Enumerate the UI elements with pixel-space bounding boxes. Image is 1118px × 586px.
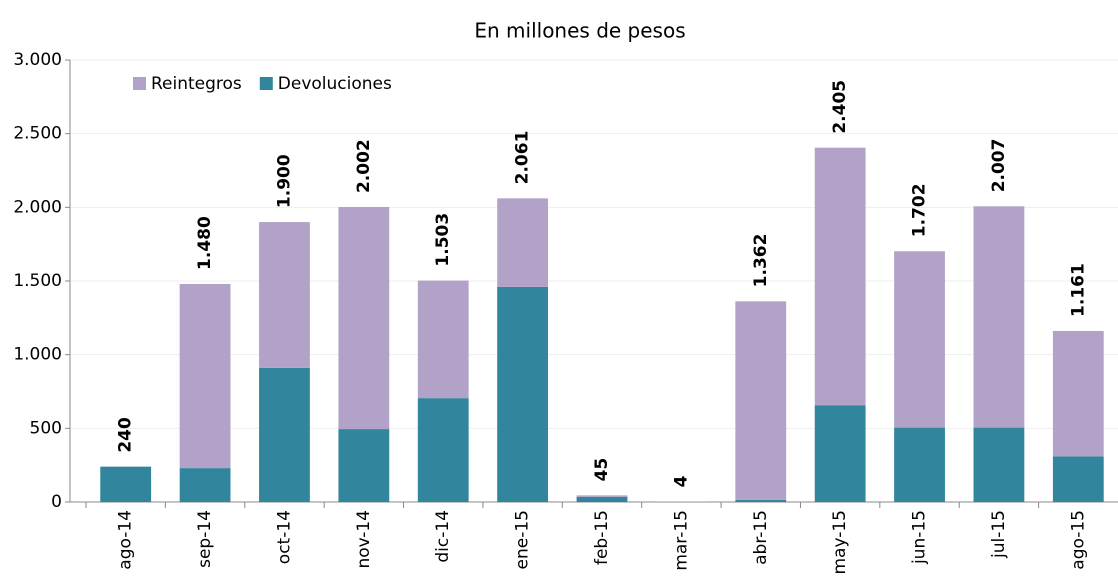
bar-segment	[259, 367, 310, 502]
bar-segment	[497, 198, 549, 287]
bar-segment	[100, 466, 152, 502]
x-tick-label: jun-15	[910, 510, 930, 565]
y-tick-label: 2.500	[13, 124, 62, 144]
y-tick-label: 500	[30, 418, 62, 438]
bar-segment	[655, 501, 707, 502]
x-tick-label: dic-14	[433, 510, 453, 563]
bar-segment	[894, 427, 945, 502]
total-label: 1.702	[910, 183, 930, 237]
bar-segment	[338, 429, 390, 502]
x-tick-label: abr-15	[751, 510, 771, 565]
y-tick-label: 1.000	[13, 345, 62, 365]
bar-segment	[814, 147, 866, 406]
bar-segment	[338, 207, 390, 430]
x-tick-label: ago-14	[116, 510, 136, 570]
total-label: 1.480	[195, 216, 215, 270]
total-label: 240	[116, 417, 136, 453]
bar-segment	[1052, 330, 1104, 457]
bar-segment	[1052, 456, 1104, 502]
total-label: 2.002	[354, 139, 374, 193]
total-label: 2.007	[989, 139, 1009, 193]
x-tick-label: sep-14	[195, 510, 215, 568]
total-label: 2.061	[513, 131, 533, 185]
bar-segment	[894, 251, 945, 428]
legend-label: Devoluciones	[278, 74, 392, 94]
y-tick-label: 0	[51, 492, 62, 512]
chart-title: En millones de pesos	[474, 19, 685, 43]
legend-label: Reintegros	[151, 74, 242, 94]
x-tick-label: oct-14	[274, 510, 294, 564]
bar-segment	[497, 286, 549, 502]
x-tick-label: nov-14	[354, 510, 374, 569]
total-label: 1.362	[751, 234, 771, 288]
total-label: 1.161	[1068, 263, 1088, 317]
y-tick-label: 2.000	[13, 197, 62, 217]
bar-segment	[735, 499, 787, 502]
bar-segment	[973, 206, 1025, 428]
x-tick-label: ago-15	[1068, 510, 1088, 570]
total-label: 4	[671, 475, 691, 487]
bar-segment	[814, 405, 866, 502]
total-label: 2.405	[830, 80, 850, 134]
bar-segment	[417, 280, 469, 399]
total-label: 1.503	[433, 213, 453, 267]
bar-segment	[179, 468, 231, 502]
bar-segment	[576, 496, 628, 502]
x-tick-label: ene-15	[513, 510, 533, 569]
bar-segment	[179, 283, 231, 469]
y-tick-label: 3.000	[13, 50, 62, 70]
bar-segment	[973, 427, 1025, 502]
x-tick-label: mar-15	[671, 510, 691, 571]
bar-segment	[735, 301, 787, 500]
bar-segment	[576, 495, 628, 497]
bar-segment	[417, 398, 469, 502]
total-label: 1.900	[274, 154, 294, 208]
x-tick-label: may-15	[830, 510, 850, 575]
y-tick-label: 1.500	[13, 271, 62, 291]
x-tick-label: jul-15	[989, 510, 1009, 559]
x-tick-label: feb-15	[592, 510, 612, 565]
total-label: 45	[592, 458, 612, 482]
legend-swatch	[133, 77, 146, 90]
bar-segment	[259, 222, 310, 368]
legend-swatch	[259, 77, 273, 90]
